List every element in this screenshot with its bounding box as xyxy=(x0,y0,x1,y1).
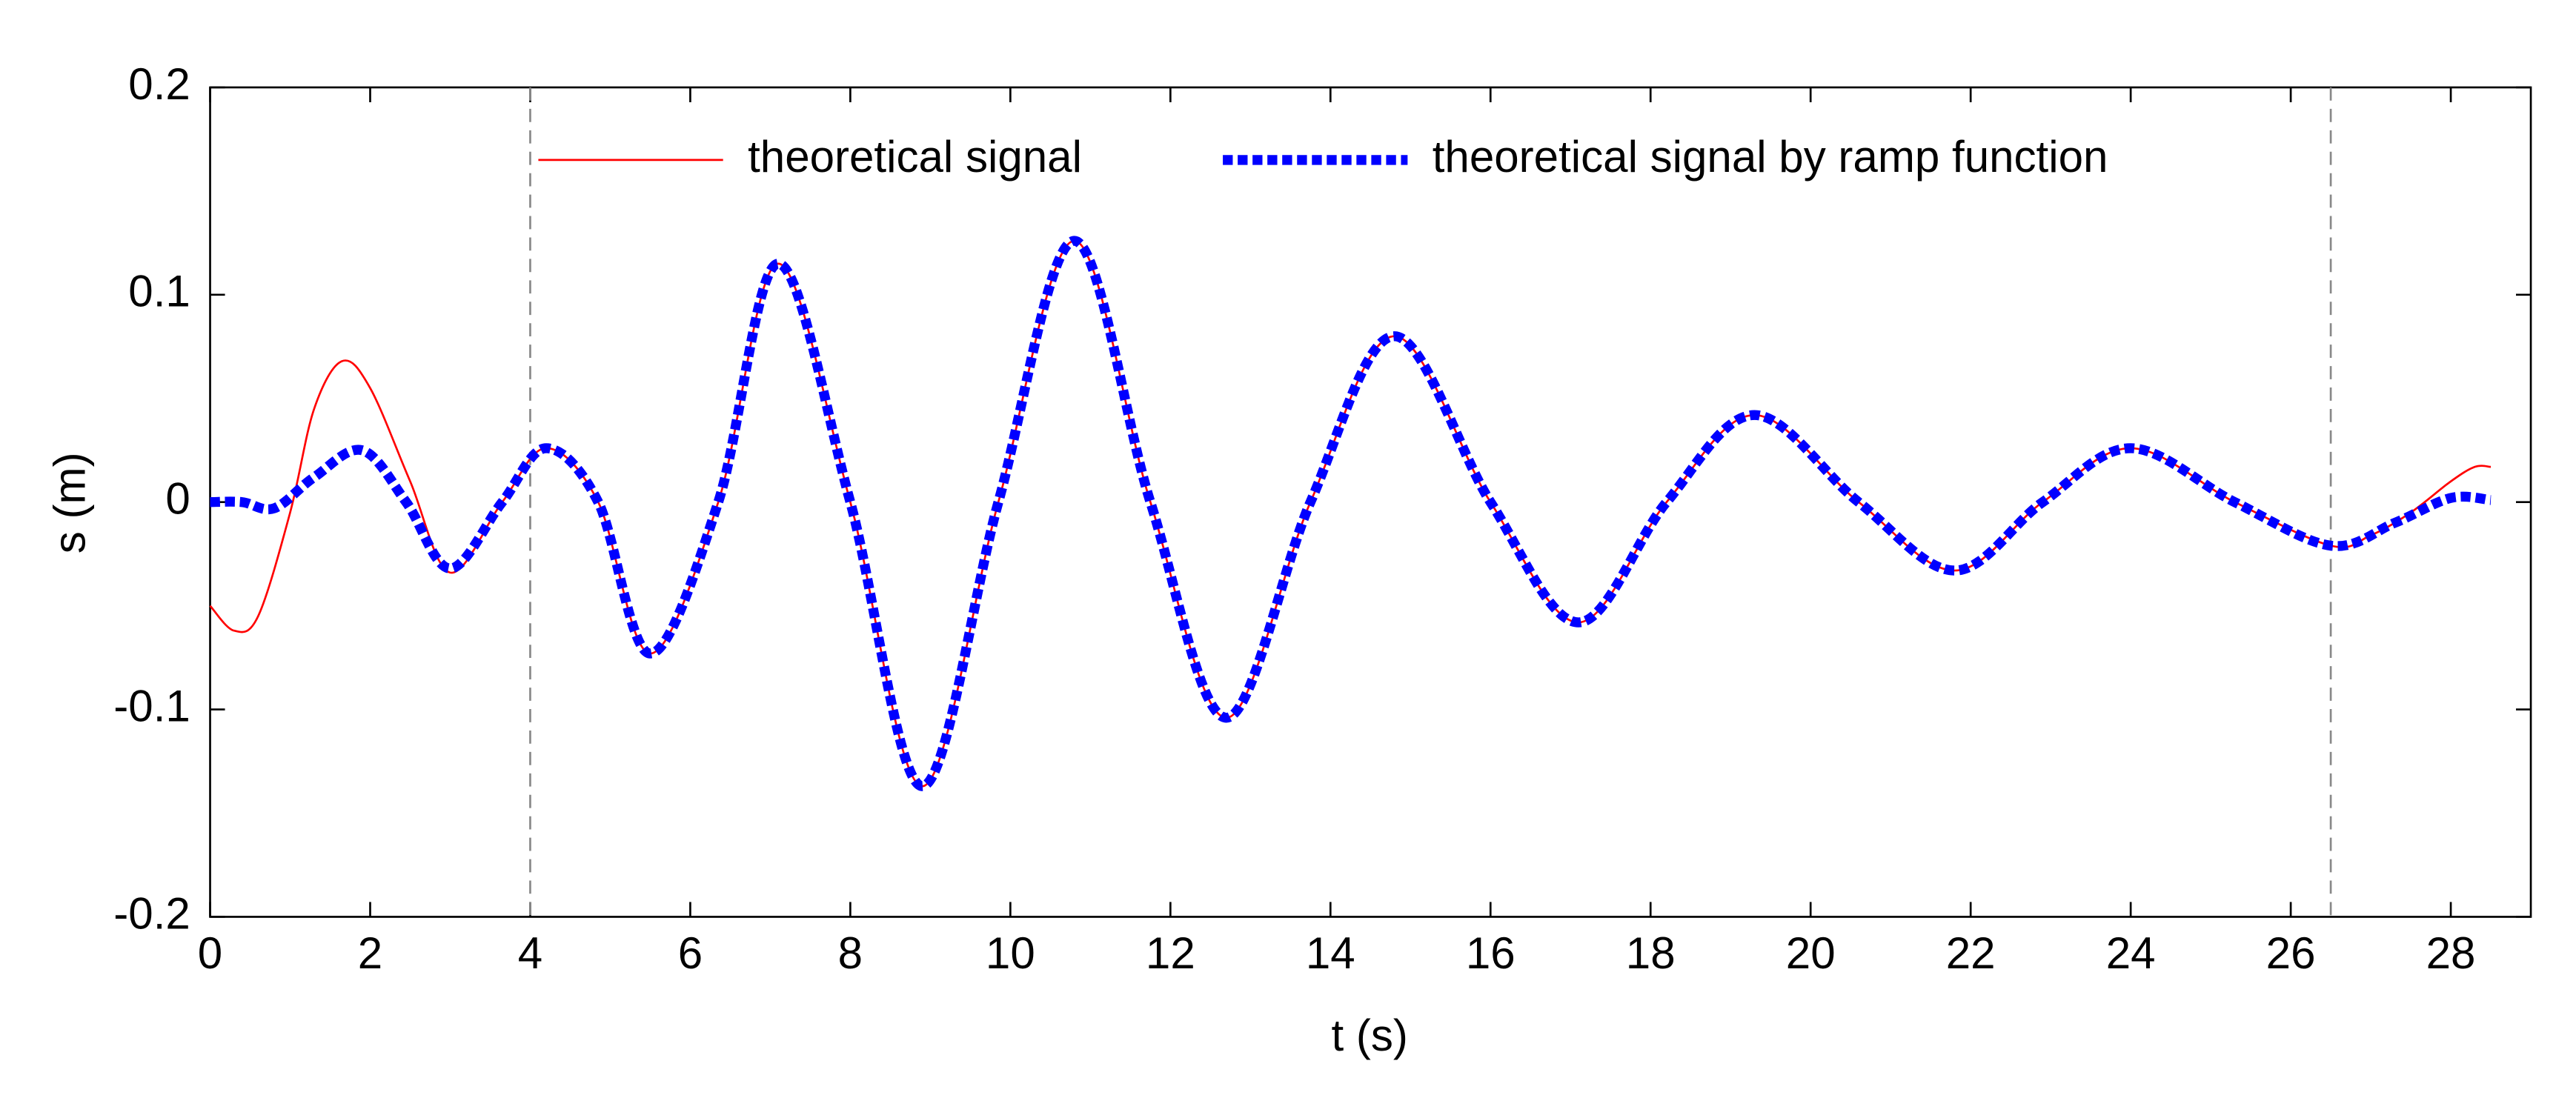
legend-label: theoretical signal xyxy=(748,132,1082,182)
x-tick-label: 14 xyxy=(1306,928,1355,978)
series-line xyxy=(210,236,2492,791)
x-tick-label: 28 xyxy=(2426,928,2476,978)
x-tick-label: 8 xyxy=(838,928,863,978)
x-tick-label: 20 xyxy=(1786,928,1836,978)
x-tick-label: 18 xyxy=(1626,928,1676,978)
x-tick-label: 24 xyxy=(2106,928,2156,978)
x-tick-label: 4 xyxy=(518,928,542,978)
x-tick-label: 16 xyxy=(1466,928,1516,978)
y-tick-label: 0.1 xyxy=(128,267,190,316)
x-tick-label: 26 xyxy=(2266,928,2316,978)
y-tick-label: 0 xyxy=(165,474,190,524)
x-tick-label: 0 xyxy=(198,928,222,978)
x-tick-label: 10 xyxy=(986,928,1035,978)
x-tick-label: 22 xyxy=(1946,928,1996,978)
x-tick-label: 12 xyxy=(1146,928,1195,978)
x-axis-label: t (s) xyxy=(1331,1011,1407,1060)
plot-area xyxy=(209,86,2532,918)
x-tick-label: 6 xyxy=(678,928,703,978)
y-tick-label: 0.2 xyxy=(128,59,190,109)
y-axis-label: s (m) xyxy=(45,452,95,553)
y-tick-label: -0.2 xyxy=(113,888,190,938)
x-tick-label: 2 xyxy=(358,928,382,978)
y-tick-label: -0.1 xyxy=(113,681,190,731)
legend-label: theoretical signal by ramp function xyxy=(1433,132,2108,182)
